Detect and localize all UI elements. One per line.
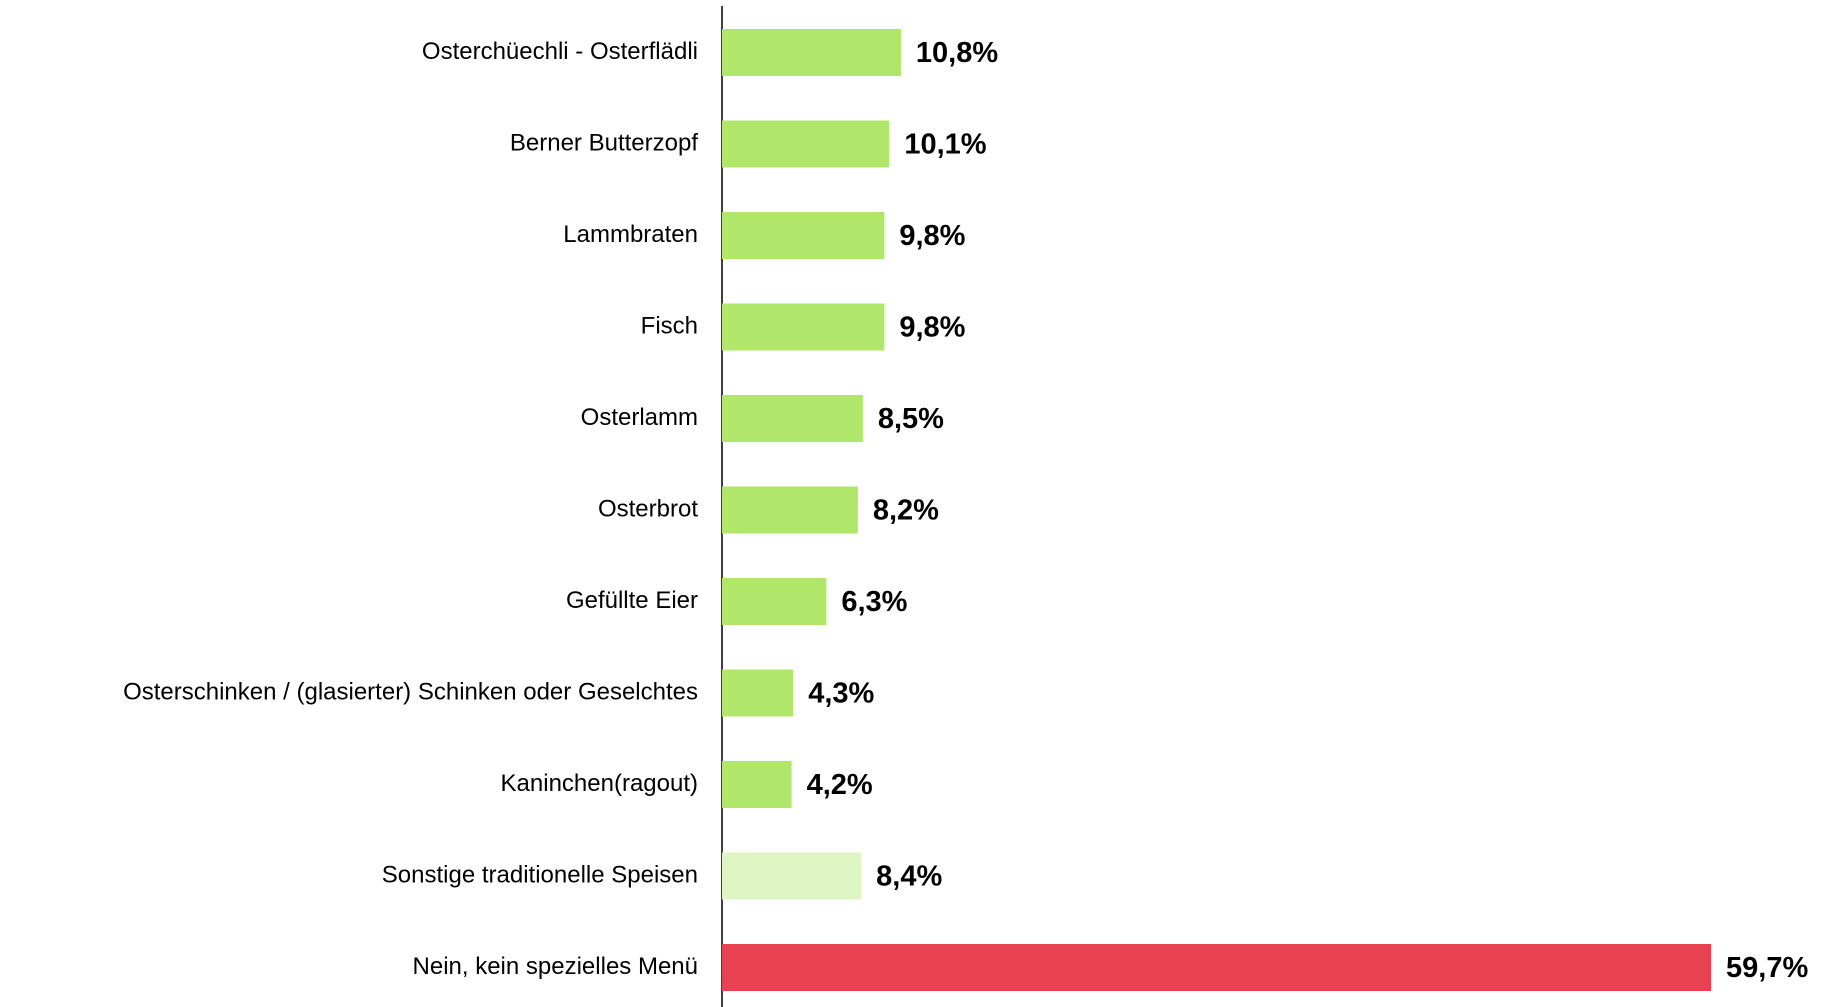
value-label: 59,7%	[1726, 952, 1808, 984]
category-label: Gefüllte Eier	[566, 587, 698, 614]
category-label: Osterchüechli - Osterflädli	[422, 38, 698, 65]
category-label: Lammbraten	[563, 221, 698, 248]
bar	[722, 669, 794, 717]
value-label: 9,8%	[899, 220, 965, 252]
bar	[722, 303, 885, 351]
value-label: 6,3%	[841, 586, 907, 618]
bar	[722, 29, 901, 76]
category-label: Fisch	[641, 312, 698, 339]
bar	[722, 761, 792, 808]
value-label: 8,4%	[876, 861, 942, 893]
bar	[722, 578, 827, 625]
bar	[722, 395, 863, 442]
category-label: Osterbrot	[598, 495, 698, 522]
bar	[722, 852, 862, 900]
bar	[722, 212, 885, 259]
bar	[722, 944, 1712, 991]
value-label: 4,2%	[807, 769, 873, 801]
value-label: 8,5%	[878, 403, 944, 435]
category-label: Osterlamm	[581, 404, 698, 431]
value-label: 4,3%	[808, 678, 874, 710]
category-label: Nein, kein spezielles Menü	[413, 953, 698, 980]
category-label: Kaninchen(ragout)	[501, 770, 698, 797]
bar	[722, 120, 890, 168]
value-label: 8,2%	[873, 495, 939, 527]
value-label: 9,8%	[899, 312, 965, 344]
bar	[722, 486, 858, 534]
value-label: 10,8%	[916, 37, 998, 69]
category-label: Sonstige traditionelle Speisen	[382, 861, 698, 888]
category-label: Osterschinken / (glasierter) Schinken od…	[123, 678, 698, 705]
category-label: Berner Butterzopf	[510, 129, 698, 156]
value-label: 10,1%	[904, 129, 986, 161]
